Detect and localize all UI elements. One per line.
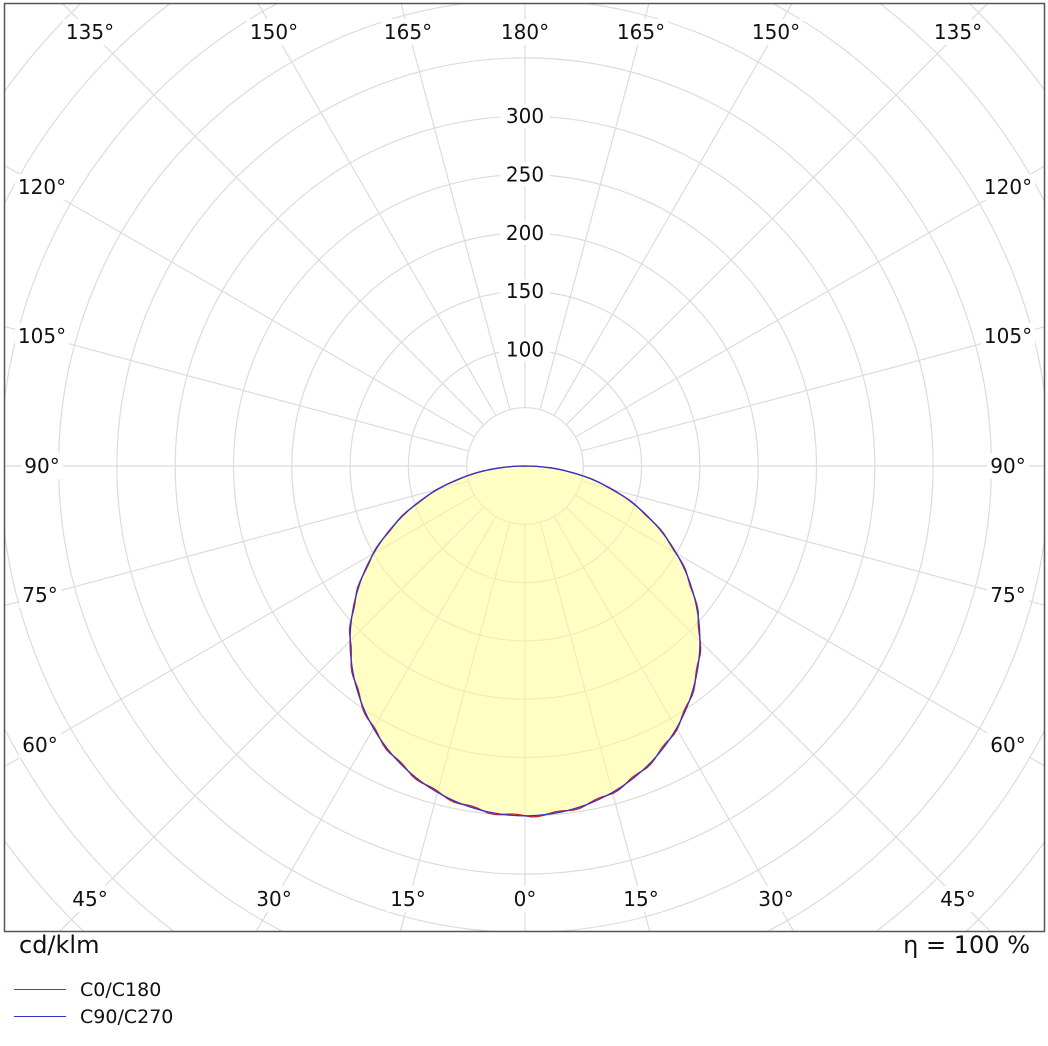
legend-label: C90/C270 (80, 1005, 174, 1028)
angle-label: 75° (22, 583, 57, 607)
legend: C0/C180 C90/C270 (14, 976, 173, 1030)
angle-label: 90° (24, 454, 59, 478)
grid-spoke (5, 494, 475, 767)
radial-tick-label: 300 (506, 104, 544, 128)
angle-label: 135° (934, 20, 982, 44)
grid-spoke (400, 4, 511, 410)
angle-label: 30° (256, 887, 291, 911)
unit-label: cd/klm (19, 931, 100, 959)
angle-label: 105° (18, 324, 66, 348)
legend-item-c90-c270: C90/C270 (14, 1003, 173, 1030)
angle-label: 15° (623, 887, 658, 911)
angle-label: 165° (617, 20, 665, 44)
legend-swatch-blue (14, 1016, 66, 1017)
legend-label: C0/C180 (80, 978, 162, 1001)
grid-spoke (581, 326, 1044, 452)
angle-label: 105° (984, 324, 1032, 348)
angle-label: 15° (390, 887, 425, 911)
angle-label: 120° (18, 175, 66, 199)
grid-spoke (5, 480, 469, 606)
radial-tick-labels: 100 150 200 250 300 (500, 104, 550, 362)
grid-spoke (5, 326, 469, 452)
efficiency-label: η = 100 % (903, 931, 1030, 959)
grid-spoke (539, 4, 650, 410)
angle-label: 0° (514, 887, 537, 911)
angle-label: 120° (984, 175, 1032, 199)
plot-frame (3, 2, 1046, 933)
grid-spoke (62, 4, 485, 426)
angle-label: 150° (250, 20, 298, 44)
angle-label: 45° (72, 887, 107, 911)
angle-label: 75° (990, 583, 1025, 607)
radial-tick-label: 100 (506, 337, 544, 361)
angle-label: 165° (384, 20, 432, 44)
grid-spoke (257, 4, 497, 416)
curve-c90-c270 (349, 465, 701, 817)
grid-spoke (5, 165, 475, 438)
grid-spoke (565, 4, 988, 426)
angle-label: 90° (990, 454, 1025, 478)
radial-tick-label: 200 (506, 221, 544, 245)
angle-label: 60° (22, 733, 57, 757)
angle-labels: 135° 150° 165° 180° 165° 150° 135° 120° 120° 105°… (15, 19, 1035, 912)
angle-label: 45° (940, 887, 975, 911)
legend-item-c0-c180: C0/C180 (14, 976, 173, 1003)
angle-label: 180° (501, 20, 549, 44)
grid-spoke (553, 4, 793, 416)
legend-swatch-red (14, 989, 66, 990)
angle-label: 135° (66, 20, 114, 44)
radial-tick-label: 250 (506, 163, 544, 187)
radial-tick-label: 150 (506, 279, 544, 303)
angle-label: 150° (752, 20, 800, 44)
grid-spoke (575, 165, 1044, 438)
angle-label: 30° (758, 887, 793, 911)
angle-label: 60° (990, 733, 1025, 757)
grid-spoke (575, 494, 1044, 767)
